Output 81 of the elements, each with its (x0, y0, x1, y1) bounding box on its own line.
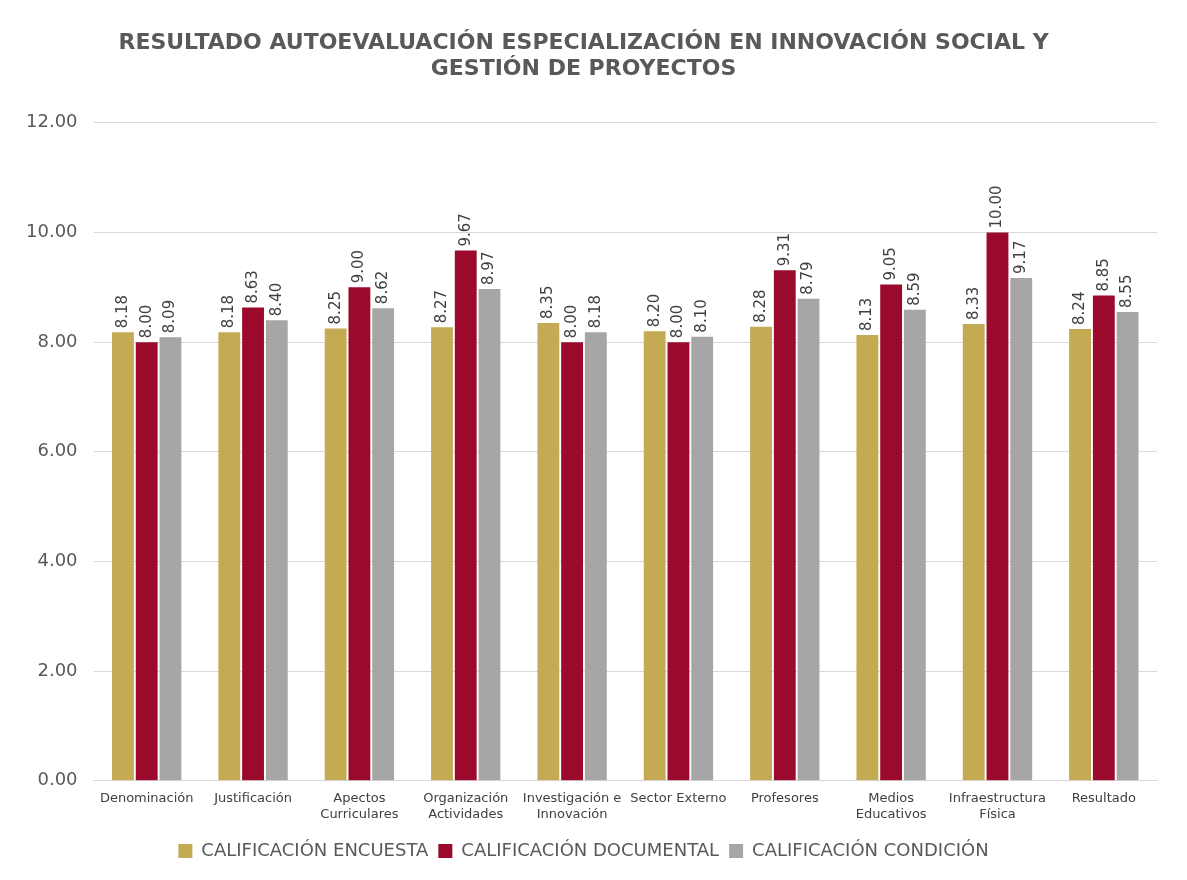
data-label: 8.20 (644, 293, 663, 328)
data-label: 8.35 (538, 285, 557, 319)
bar (667, 342, 690, 781)
y-tick-label: 8.00 (37, 329, 78, 351)
x-tick-label: Organización Actividades (423, 789, 509, 821)
data-label: 8.18 (219, 294, 238, 329)
y-tick-label: 2.00 (37, 658, 78, 680)
data-label: 10.00 (987, 185, 1006, 229)
data-label: 8.18 (112, 294, 131, 329)
x-tick-label: Justificación (213, 789, 292, 805)
x-tick-label: Resultado (1071, 789, 1137, 805)
bar (643, 331, 666, 781)
data-label: 8.00 (136, 304, 155, 339)
bar (1116, 311, 1139, 781)
bar (242, 307, 264, 781)
data-label: 8.28 (750, 289, 769, 323)
bar (348, 287, 371, 781)
y-tick-label: 10.00 (26, 220, 78, 242)
data-label: 9.05 (881, 247, 900, 281)
bar (691, 336, 714, 781)
bar (986, 232, 1009, 781)
data-label: 8.13 (857, 297, 876, 332)
data-label: 8.63 (242, 270, 261, 304)
data-label: 9.17 (1011, 240, 1030, 274)
bar (265, 320, 288, 781)
bar (537, 322, 560, 781)
bar (584, 332, 607, 781)
data-label: 8.09 (160, 299, 179, 334)
y-tick-label: 0.00 (37, 768, 78, 790)
y-tick-label: 4.00 (37, 549, 78, 571)
bar (135, 342, 158, 781)
data-label: 8.97 (479, 251, 498, 285)
data-label: 9.67 (455, 213, 474, 247)
x-tick-label: Medios Educativos (855, 789, 927, 821)
data-label: 8.62 (373, 270, 392, 305)
bar (454, 250, 477, 781)
data-label: 8.24 (1069, 291, 1088, 325)
x-tick-label: Profesores (750, 789, 819, 805)
bar (1092, 295, 1115, 781)
bar (324, 328, 347, 781)
data-label: 8.00 (561, 304, 580, 339)
data-label: 9.00 (349, 249, 368, 284)
bar (112, 332, 134, 781)
legend-label: CALIFICACIÓN DOCUMENTAL (461, 838, 720, 860)
x-tick-label: Denominación (99, 789, 194, 805)
y-tick-label: 12.00 (26, 110, 78, 132)
data-label: 8.10 (692, 299, 711, 333)
data-label: 8.55 (1117, 274, 1136, 308)
data-label: 8.25 (325, 291, 344, 325)
x-tick-label: Infraestructura Física (948, 789, 1047, 821)
bar (218, 332, 241, 781)
bar (1010, 277, 1033, 781)
data-label: 8.00 (668, 304, 687, 339)
y-tick-label: 6.00 (37, 439, 78, 461)
legend-label: CALIFICACIÓN CONDICIÓN (752, 838, 989, 860)
bar (159, 337, 182, 781)
data-label: 8.40 (266, 282, 285, 317)
data-label: 8.79 (798, 261, 817, 295)
x-tick-label: Apectos Curriculares (320, 789, 399, 821)
bar (797, 298, 820, 781)
bar (431, 327, 453, 781)
bar (750, 326, 772, 781)
bar (903, 309, 926, 781)
x-tick-label: Investigación e Innovación (522, 789, 622, 821)
bar (880, 284, 903, 781)
bar (962, 324, 985, 781)
bar (856, 335, 879, 781)
chart-title: RESULTADO AUTOEVALUACIÓN ESPECIALIZACIÓN EN INNOVACIÓN SOCIAL Y GESTIÓN DE PROYECTOS (118, 28, 1050, 81)
data-label: 8.85 (1093, 258, 1112, 292)
data-label: 8.59 (904, 272, 923, 306)
bar (1069, 328, 1091, 781)
data-label: 9.31 (774, 232, 793, 267)
bar (478, 288, 501, 781)
data-label: 8.33 (963, 286, 982, 321)
legend-label: CALIFICACIÓN ENCUESTA (201, 838, 430, 860)
data-label: 8.27 (431, 289, 450, 324)
data-label: 8.18 (585, 294, 604, 329)
bar (773, 270, 796, 781)
bar (372, 308, 395, 781)
bar (561, 342, 584, 781)
x-tick-label: Sector Externo (630, 789, 727, 805)
